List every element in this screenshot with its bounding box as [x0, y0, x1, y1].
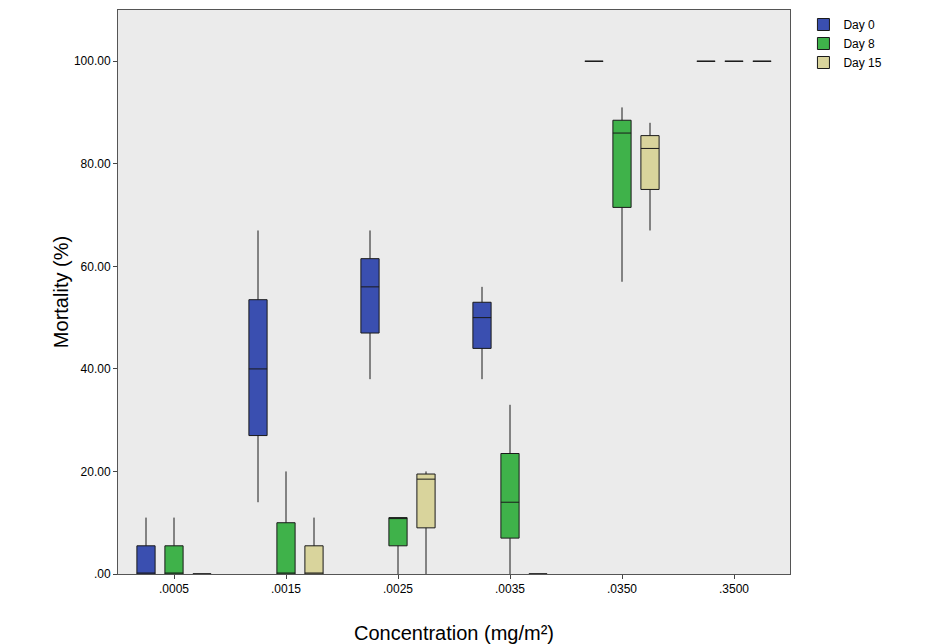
svg-text:Day 0: Day 0: [843, 18, 875, 32]
svg-text:60.00: 60.00: [81, 260, 111, 274]
svg-text:.0350: .0350: [607, 582, 637, 596]
svg-text:.0015: .0015: [271, 582, 301, 596]
svg-text:.0025: .0025: [383, 582, 413, 596]
svg-text:100.00: 100.00: [74, 54, 111, 68]
svg-text:Day 8: Day 8: [843, 37, 875, 51]
svg-text:.00: .00: [94, 567, 111, 581]
svg-text:.0005: .0005: [159, 582, 189, 596]
svg-text:Day 15: Day 15: [843, 56, 881, 70]
svg-text:40.00: 40.00: [81, 362, 111, 376]
svg-text:.0035: .0035: [495, 582, 525, 596]
svg-text:.3500: .3500: [719, 582, 749, 596]
svg-text:20.00: 20.00: [81, 465, 111, 479]
svg-text:Concentration (mg/m²): Concentration (mg/m²): [354, 622, 554, 644]
svg-text:80.00: 80.00: [81, 157, 111, 171]
svg-text:Mortality (%): Mortality (%): [50, 236, 72, 348]
